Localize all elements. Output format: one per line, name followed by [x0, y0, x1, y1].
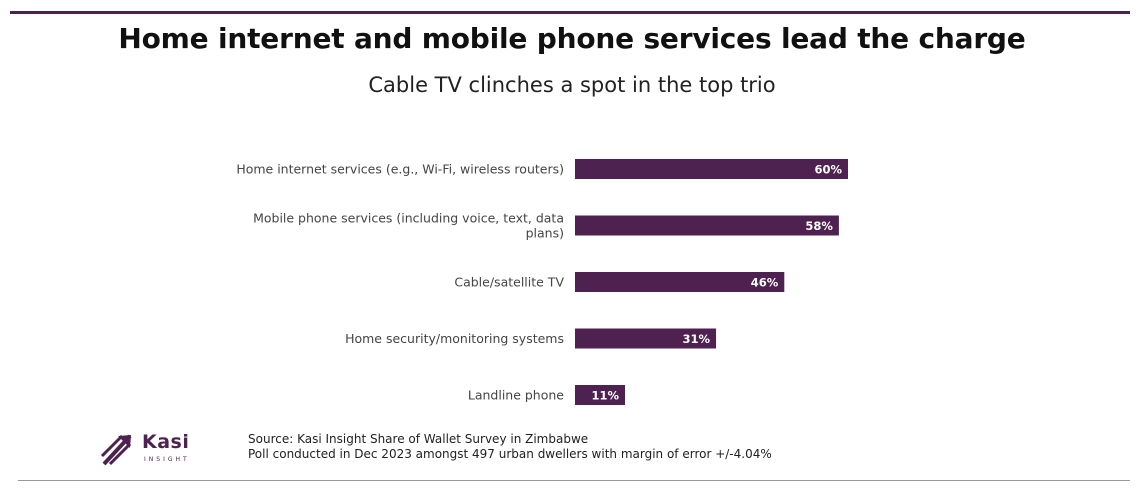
bar-5	[575, 385, 626, 405]
bar-3	[575, 272, 785, 292]
bar-chart: 60% Home internet services (e.g., Wi-Fi, …	[236, 159, 848, 405]
bottom-rule	[18, 480, 1130, 481]
logo-subtitle: INSIGHT	[144, 456, 190, 463]
bar-4	[575, 328, 717, 349]
source-line: Source: Kasi Insight Share of Wallet Sur…	[248, 432, 589, 446]
bar-value-label: 60%	[814, 163, 842, 177]
category-label: Home internet services (e.g., Wi-Fi, wir…	[236, 162, 564, 177]
logo-arrow-icon	[100, 434, 132, 466]
source-note: Source: Kasi Insight Share of Wallet Sur…	[248, 432, 772, 462]
logo-name: Kasi	[142, 431, 190, 453]
bar-value-label: 31%	[683, 332, 711, 346]
chart-subtitle: Cable TV clinches a spot in the top trio	[368, 73, 776, 97]
kasi-insight-logo: Kasi INSIGHT	[100, 430, 210, 470]
poll-note: Poll conducted in Dec 2023 amongst 497 u…	[248, 447, 772, 461]
bar-value-label: 58%	[805, 219, 833, 233]
category-label: Home security/monitoring systems	[345, 331, 564, 346]
chart-title: Home internet and mobile phone services …	[118, 22, 1026, 55]
bar-value-label: 46%	[751, 276, 779, 290]
category-label: Mobile phone services (including voice, …	[253, 211, 564, 241]
bar-2	[575, 215, 839, 236]
top-rule	[10, 11, 1130, 14]
bar-value-label: 11%	[592, 389, 620, 403]
category-label: Landline phone	[468, 388, 564, 403]
category-label: Cable/satellite TV	[454, 275, 564, 290]
bar-1	[575, 159, 848, 179]
